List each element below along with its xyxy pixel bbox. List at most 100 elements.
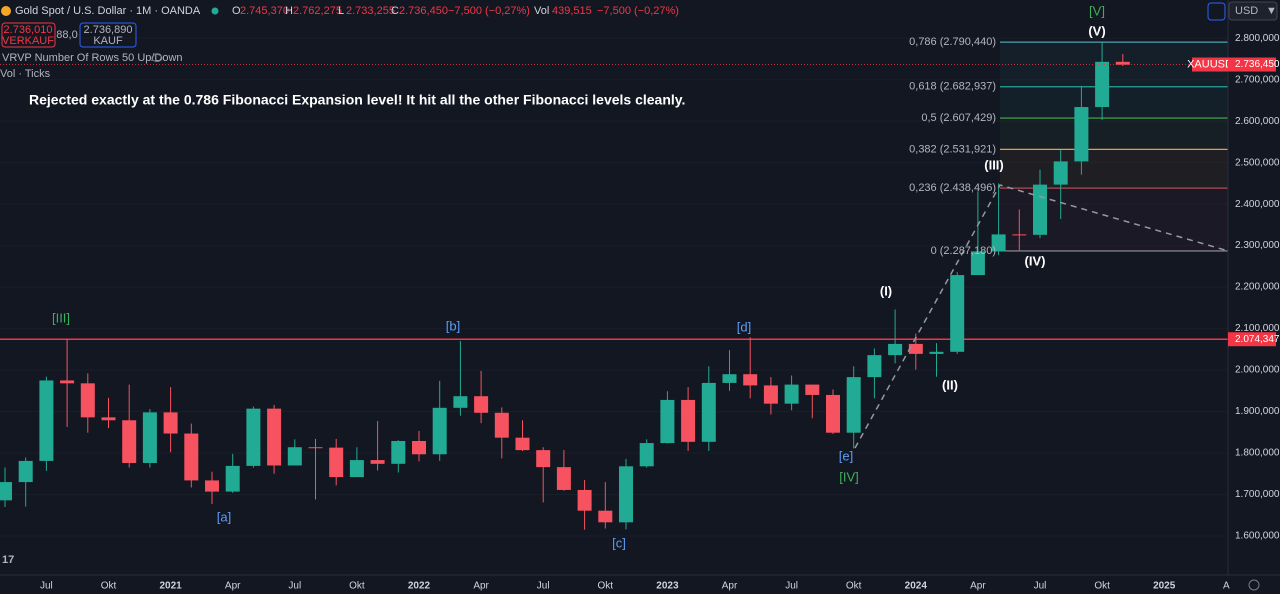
buy-button[interactable] — [79, 22, 137, 48]
candle-body — [970, 251, 985, 276]
candle-body — [142, 412, 157, 463]
y-tick-label: 2.300,000 — [1235, 240, 1280, 251]
x-tick-label: Apr — [225, 581, 241, 592]
fib-label: 0,236 (2.438,496) — [909, 182, 996, 194]
sell-button[interactable] — [1, 22, 56, 48]
eye-icon[interactable] — [151, 54, 163, 62]
ohlc-item: H — [285, 5, 293, 17]
candle-body — [370, 460, 385, 464]
candle-body — [1012, 234, 1027, 236]
candle-body — [391, 440, 406, 464]
wave-label: [e] — [839, 448, 853, 463]
currency-select[interactable] — [1228, 1, 1278, 21]
x-tick-label: Jul — [288, 581, 301, 592]
candle-body — [888, 343, 903, 356]
x-tick-label: 2021 — [159, 581, 182, 592]
candle-body — [598, 510, 613, 523]
candle-body — [701, 382, 716, 442]
wave-label: (I) — [880, 283, 892, 298]
candle-body — [991, 234, 1006, 252]
candle-body — [474, 396, 489, 413]
y-tick-label: 2.100,000 — [1235, 323, 1280, 334]
wave-label: [a] — [217, 509, 231, 524]
x-tick-label: Okt — [101, 581, 117, 592]
y-tick-label: 2.400,000 — [1235, 199, 1280, 210]
candle-body — [1074, 107, 1089, 162]
candle-body — [763, 385, 778, 404]
x-tick-label: Apr — [722, 581, 738, 592]
candle-body — [660, 399, 675, 444]
candle-body — [1053, 161, 1068, 185]
fib-zone — [1000, 118, 1228, 150]
y-tick-label: 2.200,000 — [1235, 282, 1280, 293]
candle-body — [205, 480, 219, 492]
plot-area — [0, 37, 1228, 537]
x-tick-label: Okt — [1094, 581, 1110, 592]
ohlc-item: 2.745,370 — [240, 5, 289, 17]
wave-label: [V] — [1089, 3, 1105, 18]
candle-body — [184, 433, 199, 481]
ohlc-item: 2.733,255 — [346, 5, 395, 17]
y-tick-label: 2.800,000 — [1235, 33, 1280, 44]
sell-price: 2.736,010 — [4, 24, 53, 36]
currency: USD — [1235, 5, 1258, 17]
x-tick-label: Apr — [970, 581, 986, 592]
fib-zone — [1000, 149, 1228, 189]
candle-body — [225, 465, 240, 492]
symbol-title: Gold Spot / U.S. Dollar · 1M · OANDA — [15, 5, 201, 17]
ohlc-item: L — [338, 5, 344, 17]
x-tick-label: 2024 — [905, 581, 928, 592]
screenshot-button[interactable] — [1207, 2, 1226, 21]
candle-body — [929, 351, 944, 354]
annotation: Rejected exactly at the 0.786 Fibonacci … — [29, 92, 685, 108]
status-dot — [211, 7, 219, 15]
hline-price-box — [1228, 332, 1276, 347]
wave-label: (II) — [942, 377, 958, 392]
candle-body — [639, 443, 654, 467]
candle-body — [412, 440, 426, 455]
candle-body — [101, 417, 116, 421]
indicator-vol: Vol · Ticks — [0, 68, 51, 80]
candle-body — [867, 355, 882, 378]
x-tick-label: A — [1223, 581, 1230, 592]
candle-body — [122, 420, 137, 463]
y-tick-label: 1.900,000 — [1235, 406, 1280, 417]
symbol-icon — [1, 6, 11, 16]
candle-body — [1033, 184, 1047, 235]
candle-body — [494, 412, 509, 438]
fib-label: 0,5 (2.607,429) — [921, 112, 996, 124]
wave-label: (III) — [984, 157, 1004, 172]
x-tick-label: 2022 — [408, 581, 431, 592]
wave-label: [III] — [52, 310, 70, 325]
candle-body — [267, 408, 282, 466]
buy-label: KAUF — [93, 35, 123, 47]
candle-body — [308, 447, 323, 449]
wave-label: (V) — [1088, 23, 1105, 38]
fib-label: 0,382 (2.531,921) — [909, 143, 996, 155]
ohlc-item: −7,500 (−0,27%) — [597, 5, 679, 17]
x-tick-label: Okt — [349, 581, 365, 592]
candle-body — [846, 377, 861, 433]
fib-label: 0,786 (2.790,440) — [909, 36, 996, 48]
settings-icon[interactable] — [1248, 579, 1260, 591]
y-tick-label: 1.800,000 — [1235, 448, 1280, 459]
x-tick-label: Okt — [598, 581, 614, 592]
candle-body — [39, 380, 54, 461]
candle-body — [1115, 61, 1130, 65]
candle-body — [329, 447, 344, 478]
fib-zone — [1000, 86, 1228, 119]
candle-body — [908, 343, 923, 354]
ohlc-item: −7,500 (−0,27%) — [448, 5, 530, 17]
x-tick-label: Jul — [1034, 581, 1047, 592]
ohlc-item: 2.762,275 — [293, 5, 342, 17]
candle-body — [784, 384, 799, 404]
candle-body — [80, 383, 95, 418]
candle-body — [515, 437, 530, 451]
candle-body — [950, 275, 965, 352]
candle-body — [60, 380, 75, 384]
hline-price-label: 2.074,347 — [1235, 334, 1280, 345]
last-price-label: 2.736,450 — [1235, 59, 1280, 70]
spread: 88,0 — [56, 29, 77, 41]
logo: 17 — [2, 554, 14, 566]
x-tick-label: Jul — [40, 581, 53, 592]
